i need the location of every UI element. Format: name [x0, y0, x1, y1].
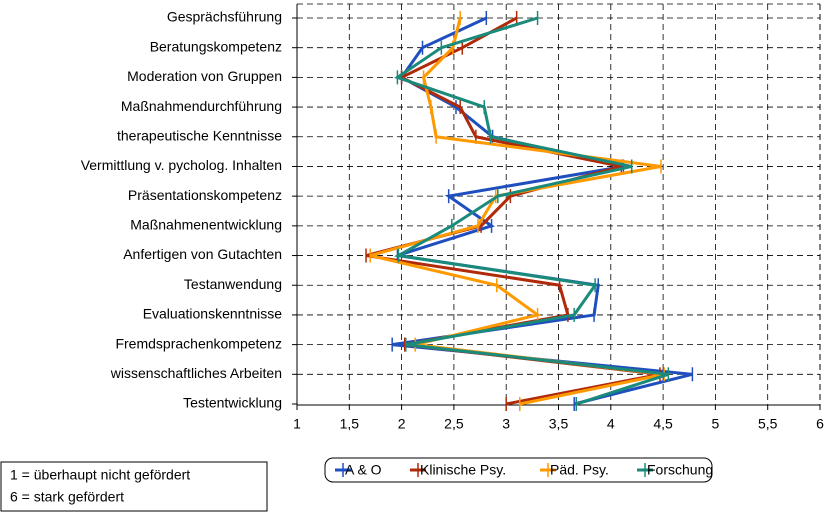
- y-tick-label: Testentwicklung: [183, 395, 282, 411]
- x-tick-label: 2,5: [444, 416, 464, 432]
- legend-label: Forschung: [647, 462, 713, 478]
- x-tick-label: 5: [712, 416, 720, 432]
- y-tick-label: Maßnahmendurchführung: [121, 98, 282, 114]
- x-tick-label: 4: [607, 416, 615, 432]
- x-tick-label: 3: [502, 416, 510, 432]
- x-tick-label: 3,5: [549, 416, 569, 432]
- legend-box: [324, 457, 713, 483]
- y-tick-label: Fremdsprachenkompetenz: [115, 335, 282, 351]
- x-tick-label: 2: [398, 416, 406, 432]
- y-tick-label: Moderation von Gruppen: [127, 68, 282, 84]
- legend-label: Päd. Psy.: [550, 462, 609, 478]
- y-tick-label: Präsentationskompetenz: [128, 187, 282, 203]
- note-box: [0, 461, 268, 512]
- note: 6 = stark gefördert: [10, 489, 124, 505]
- y-tick-label: therapeutische Kenntnisse: [117, 127, 282, 143]
- series-line: [393, 16, 669, 406]
- y-tick-label: Beratungskompetenz: [150, 38, 282, 54]
- x-tick-label: 1: [293, 416, 301, 432]
- y-tick-label: wissenschaftliches Arbeiten: [110, 365, 282, 381]
- y-tick-label: Evaluationskenntnisse: [143, 306, 283, 322]
- note: 1 = überhaupt nicht gefördert: [10, 467, 190, 483]
- x-tick-label: 4,5: [653, 416, 673, 432]
- y-tick-label: Maßnahmenentwicklung: [130, 217, 282, 233]
- x-tick-label: 1,5: [340, 416, 360, 432]
- x-tick-label: 5,5: [758, 416, 778, 432]
- y-tick-label: Gesprächsführung: [167, 9, 282, 25]
- y-tick-label: Testanwendung: [184, 276, 282, 292]
- x-tick-label: 6: [816, 416, 824, 432]
- y-tick-label: Anfertigen von Gutachten: [123, 246, 282, 262]
- legend-label: A & O: [345, 462, 382, 478]
- legend-label: Klinische Psy.: [420, 462, 506, 478]
- y-tick-label: Vermittlung v. pycholog. Inhalten: [81, 157, 282, 173]
